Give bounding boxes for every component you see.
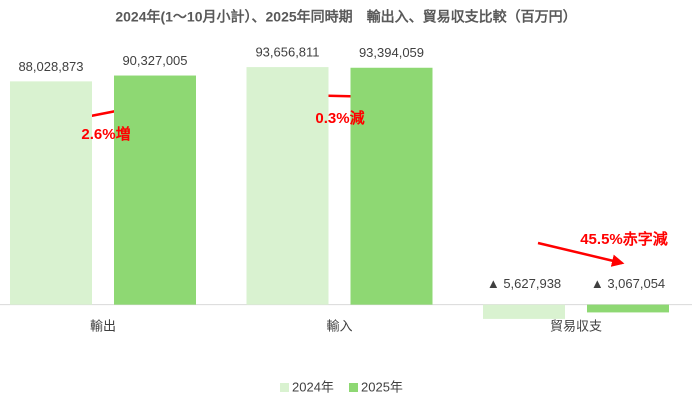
x-tick-label: 輸出 xyxy=(90,318,116,333)
value-label: ▲ 3,067,054 xyxy=(591,276,665,291)
value-label: 90,327,005 xyxy=(122,53,187,68)
bar xyxy=(350,67,433,305)
bar xyxy=(10,81,92,305)
x-tick-label: 貿易収支 xyxy=(550,318,602,333)
x-tick-label: 輸入 xyxy=(326,318,352,333)
bar xyxy=(246,67,329,305)
bar xyxy=(483,304,565,319)
legend-label: 2025年 xyxy=(361,379,403,394)
value-label: 93,656,811 xyxy=(255,45,319,60)
value-label: 93,394,059 xyxy=(359,45,424,60)
annotation: 45.5%赤字減 xyxy=(580,230,668,248)
bar xyxy=(587,304,669,313)
annotation: 2.6%増 xyxy=(81,125,130,143)
legend-swatch xyxy=(280,383,289,392)
chart-title: 2024年(1〜10月小計）、2025年同時期 輸出入、貿易収支比較（百万円） xyxy=(115,9,576,25)
legend-swatch xyxy=(349,383,358,392)
value-label: ▲ 5,627,938 xyxy=(487,276,561,291)
arrow xyxy=(537,241,625,267)
legend-label: 2024年 xyxy=(292,379,334,394)
annotation: 0.3%減 xyxy=(315,110,364,127)
value-label: 88,028,873 xyxy=(18,59,83,74)
bar xyxy=(114,75,196,305)
